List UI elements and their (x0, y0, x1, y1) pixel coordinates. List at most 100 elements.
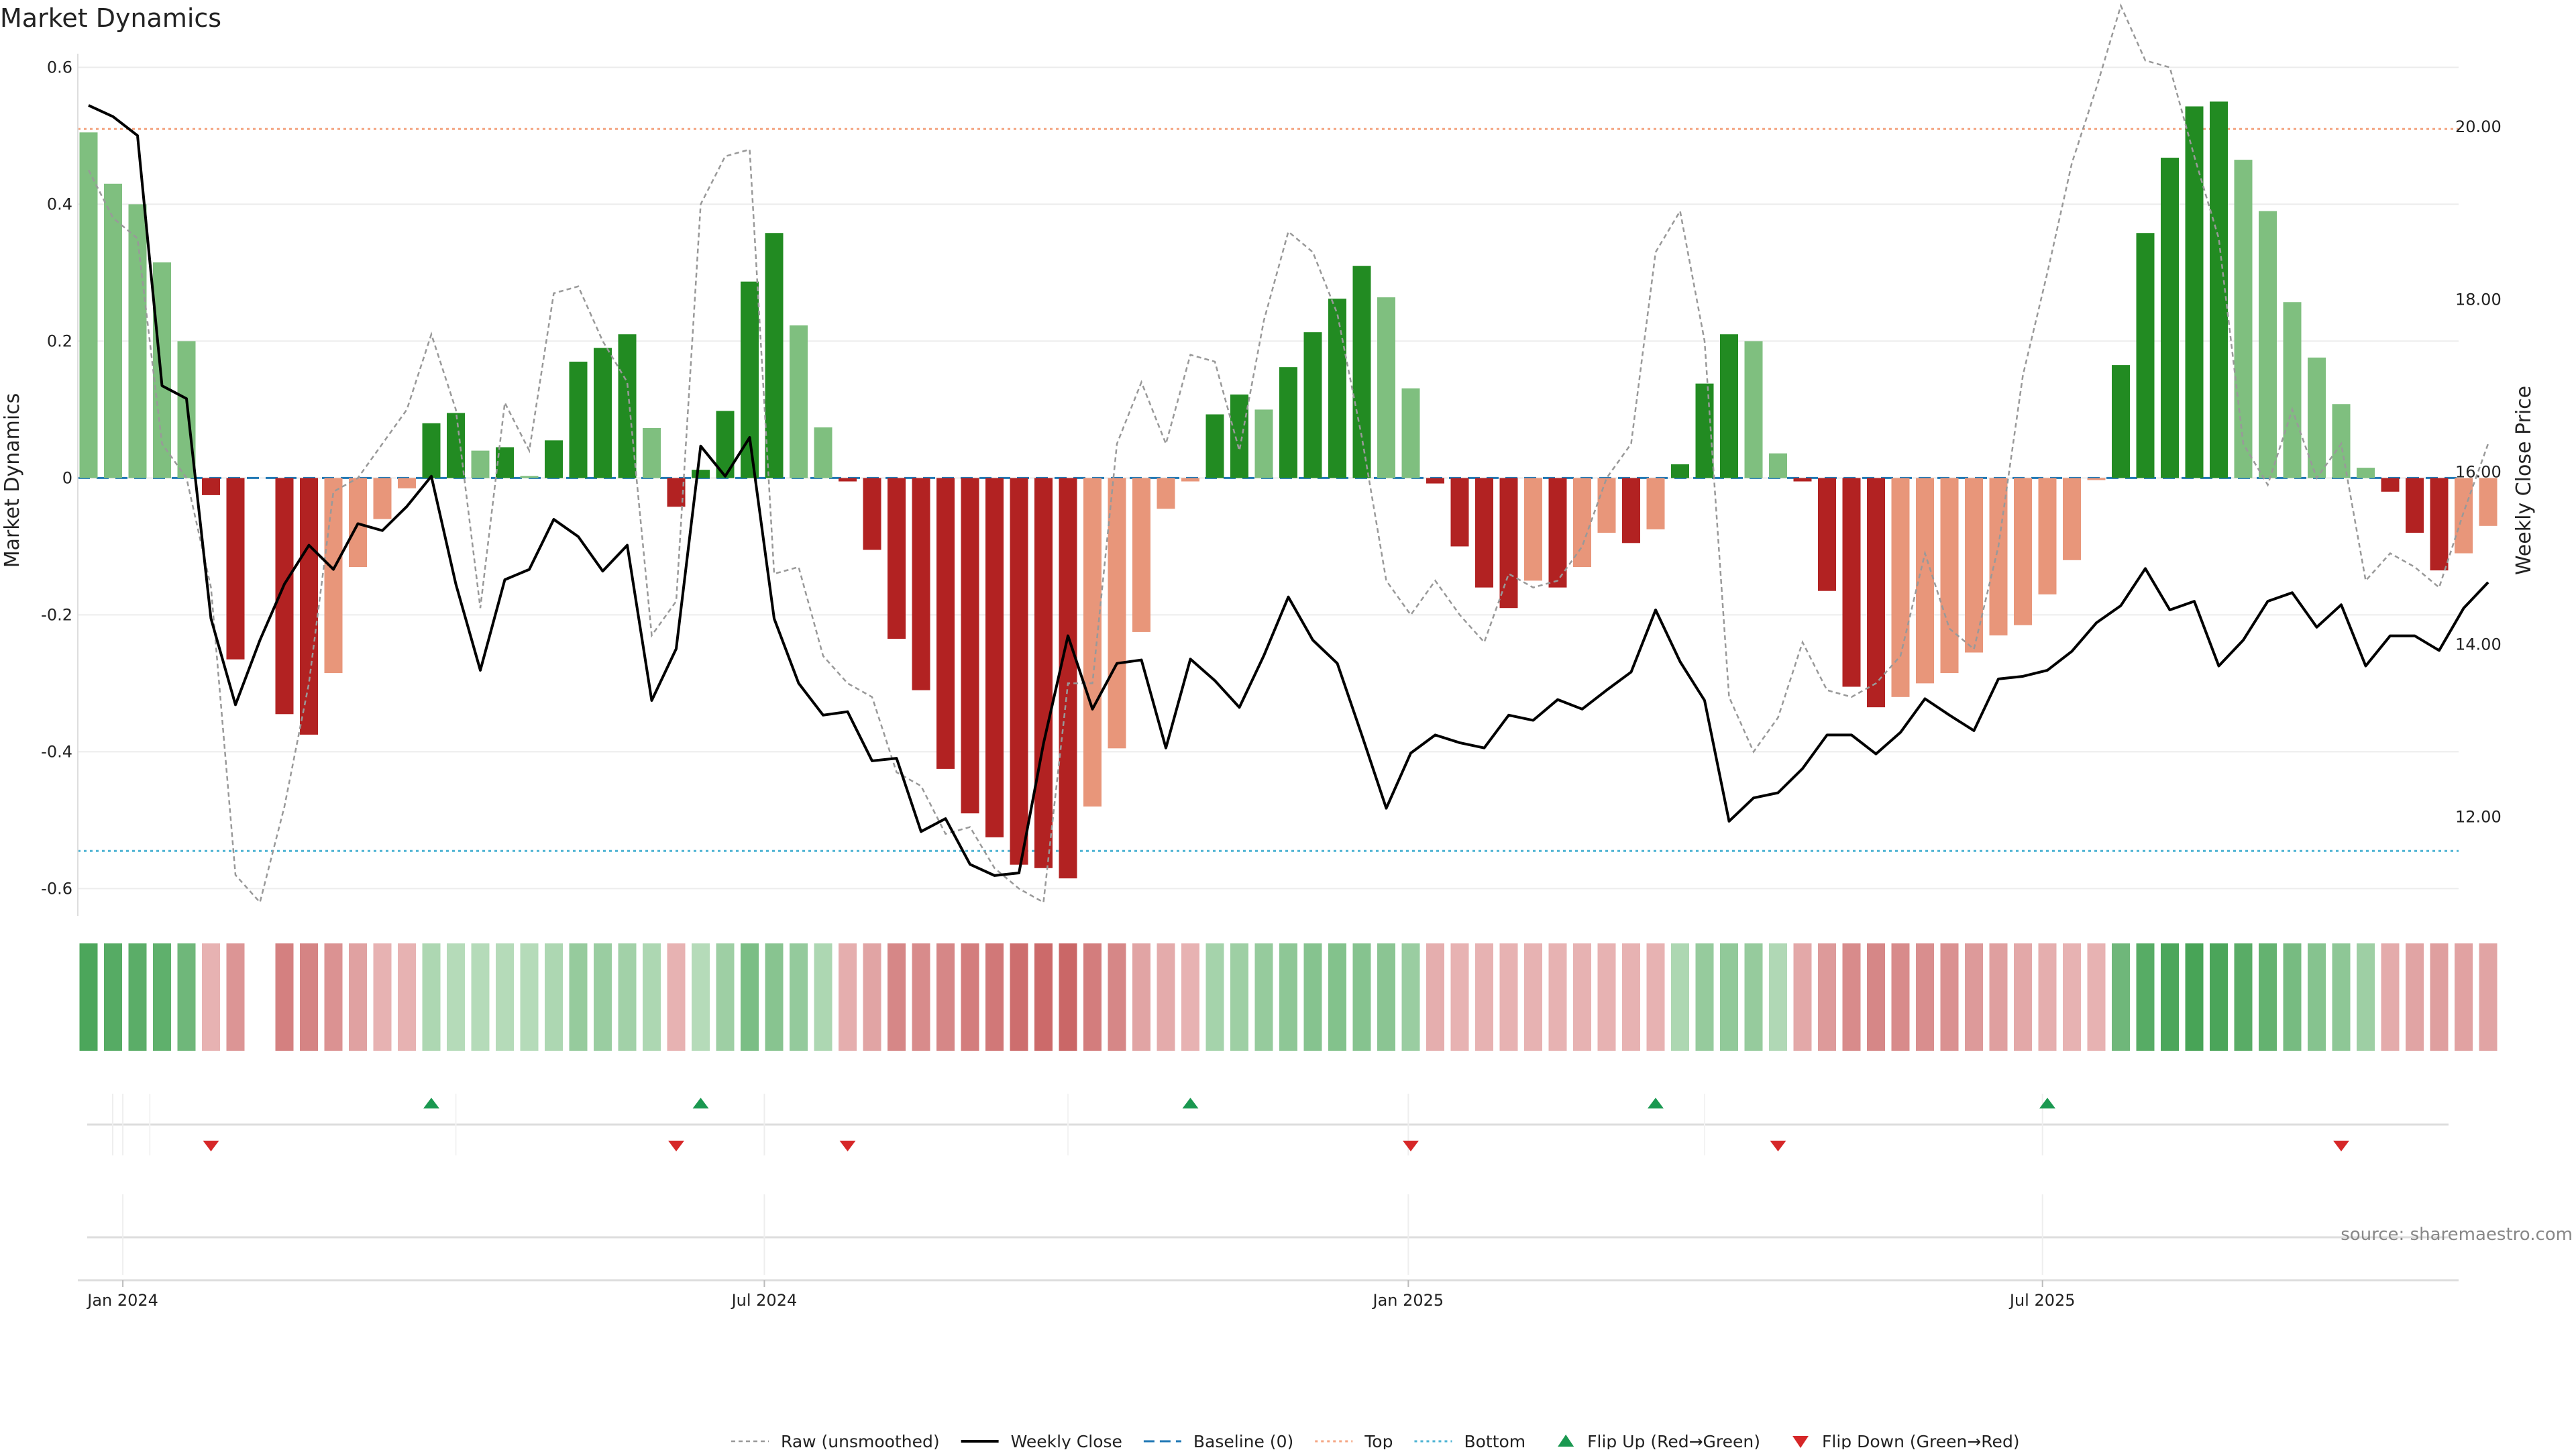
dynamics-bar (1573, 478, 1591, 567)
dynamics-bar (1744, 341, 1763, 478)
heat-cell (398, 943, 416, 1051)
dynamics-bar (1720, 334, 1738, 478)
dynamics-bar (1646, 478, 1665, 529)
heat-cell (2430, 943, 2449, 1051)
x-axis: Jan 2024 Jul 2024 Jan 2025 Jul 2025 (78, 1279, 2459, 1310)
heat-cell (1989, 943, 2008, 1051)
dynamics-bar (618, 334, 637, 478)
heat-cell (275, 943, 294, 1051)
dynamics-bar (2185, 106, 2204, 478)
right-tick-label: 14.00 (2455, 635, 2502, 654)
left-tick-label: 0 (62, 468, 72, 487)
heat-cell (936, 943, 955, 1051)
dynamics-bar (1940, 478, 1959, 674)
left-axis: 0.6 0.4 0.2 0 -0.2 -0.4 -0.6 (41, 54, 78, 916)
heat-cell (2112, 943, 2130, 1051)
heat-cell (104, 943, 122, 1051)
heat-cell (2136, 943, 2155, 1051)
weekly-close-line (88, 104, 2489, 877)
heat-cell (1940, 943, 1959, 1051)
heat-cell (1524, 943, 1542, 1051)
dynamics-bar (1083, 478, 1102, 807)
heat-cell (1891, 943, 1910, 1051)
heat-cell (2161, 943, 2179, 1051)
dynamics-bar (2479, 478, 2498, 526)
dynamics-bar (961, 478, 979, 814)
heat-cell (128, 943, 147, 1051)
dynamics-bar (496, 447, 514, 478)
dynamics-bar (1181, 478, 1199, 482)
heat-cell (1842, 943, 1861, 1051)
heat-cell (1573, 943, 1591, 1051)
dynamics-bar (1010, 478, 1028, 865)
dynamics-bar (643, 427, 661, 478)
legend-label-flip_up: Flip Up (Red→Green) (1587, 1432, 1760, 1449)
heat-cell (1965, 943, 1983, 1051)
heat-cell (1597, 943, 1616, 1051)
dynamics-bar (1818, 478, 1836, 591)
heat-cell (1916, 943, 1934, 1051)
heat-cell (1132, 943, 1150, 1051)
heat-cell (618, 943, 637, 1051)
legend-label-close: Weekly Close (1011, 1432, 1122, 1449)
flip-down-marker (203, 1141, 219, 1151)
heat-cell (1328, 943, 1346, 1051)
heat-cell (520, 943, 539, 1051)
flip-down-marker (668, 1141, 684, 1151)
heat-cell (422, 943, 441, 1051)
legend: Raw (unsmoothed) Weekly Close Baseline (0)… (731, 1432, 2020, 1451)
chart-title: Market Dynamics (0, 3, 221, 33)
heat-cell (814, 943, 833, 1051)
dynamics-bars (79, 101, 2498, 879)
heat-cell (1108, 943, 1126, 1051)
heat-cell (1181, 943, 1199, 1051)
dynamics-bar (1034, 478, 1053, 868)
heat-cell (2234, 943, 2253, 1051)
flip-up-marker (2039, 1098, 2055, 1108)
flip-down-marker (1403, 1141, 1419, 1151)
heat-cell (2087, 943, 2106, 1051)
dynamics-bar (1916, 478, 1934, 684)
heat-cell (79, 943, 98, 1051)
dynamics-bar (1303, 332, 1322, 478)
flip-up-marker (1182, 1098, 1199, 1108)
dynamics-bar (1622, 478, 1640, 543)
dynamics-bar (422, 423, 441, 478)
dynamics-bar (2455, 478, 2473, 554)
dynamics-bar (1548, 478, 1567, 588)
heat-cell (2455, 943, 2473, 1051)
legend-label-baseline: Baseline (0) (1193, 1432, 1293, 1449)
heat-cell (373, 943, 392, 1051)
x-tick-label: Jul 2025 (2008, 1291, 2076, 1310)
dynamics-bar (1059, 478, 1077, 879)
heat-cell (202, 943, 220, 1051)
heat-cell (569, 943, 588, 1051)
heat-cell (1254, 943, 1273, 1051)
heat-cell (1720, 943, 1738, 1051)
heat-cell (2259, 943, 2277, 1051)
heat-cell (2210, 943, 2228, 1051)
heat-cell (1793, 943, 1812, 1051)
dynamics-bar (1524, 478, 1542, 581)
heat-cell (324, 943, 343, 1051)
dynamics-bar (2381, 478, 2400, 492)
heat-cell (765, 943, 784, 1051)
heat-cell (1744, 943, 1763, 1051)
heat-cell (790, 943, 808, 1051)
legend-label-flip_down: Flip Down (Green→Red) (1822, 1432, 2020, 1449)
heat-cell (667, 943, 686, 1051)
flip-up-marker (692, 1098, 709, 1108)
heat-cell (1157, 943, 1175, 1051)
heat-cell (2357, 943, 2375, 1051)
heat-cell (1475, 943, 1493, 1051)
heat-cell (1352, 943, 1371, 1051)
heat-cell (1695, 943, 1714, 1051)
heat-cell (153, 943, 171, 1051)
heat-cell (2479, 943, 2498, 1051)
dynamics-bar (692, 470, 710, 478)
dynamics-bar (1205, 414, 1224, 478)
heat-cell (716, 943, 735, 1051)
dynamics-bar (1132, 478, 1150, 632)
raw-series (87, 3, 2489, 904)
right-axis-label: Weekly Close Price (2512, 386, 2536, 575)
